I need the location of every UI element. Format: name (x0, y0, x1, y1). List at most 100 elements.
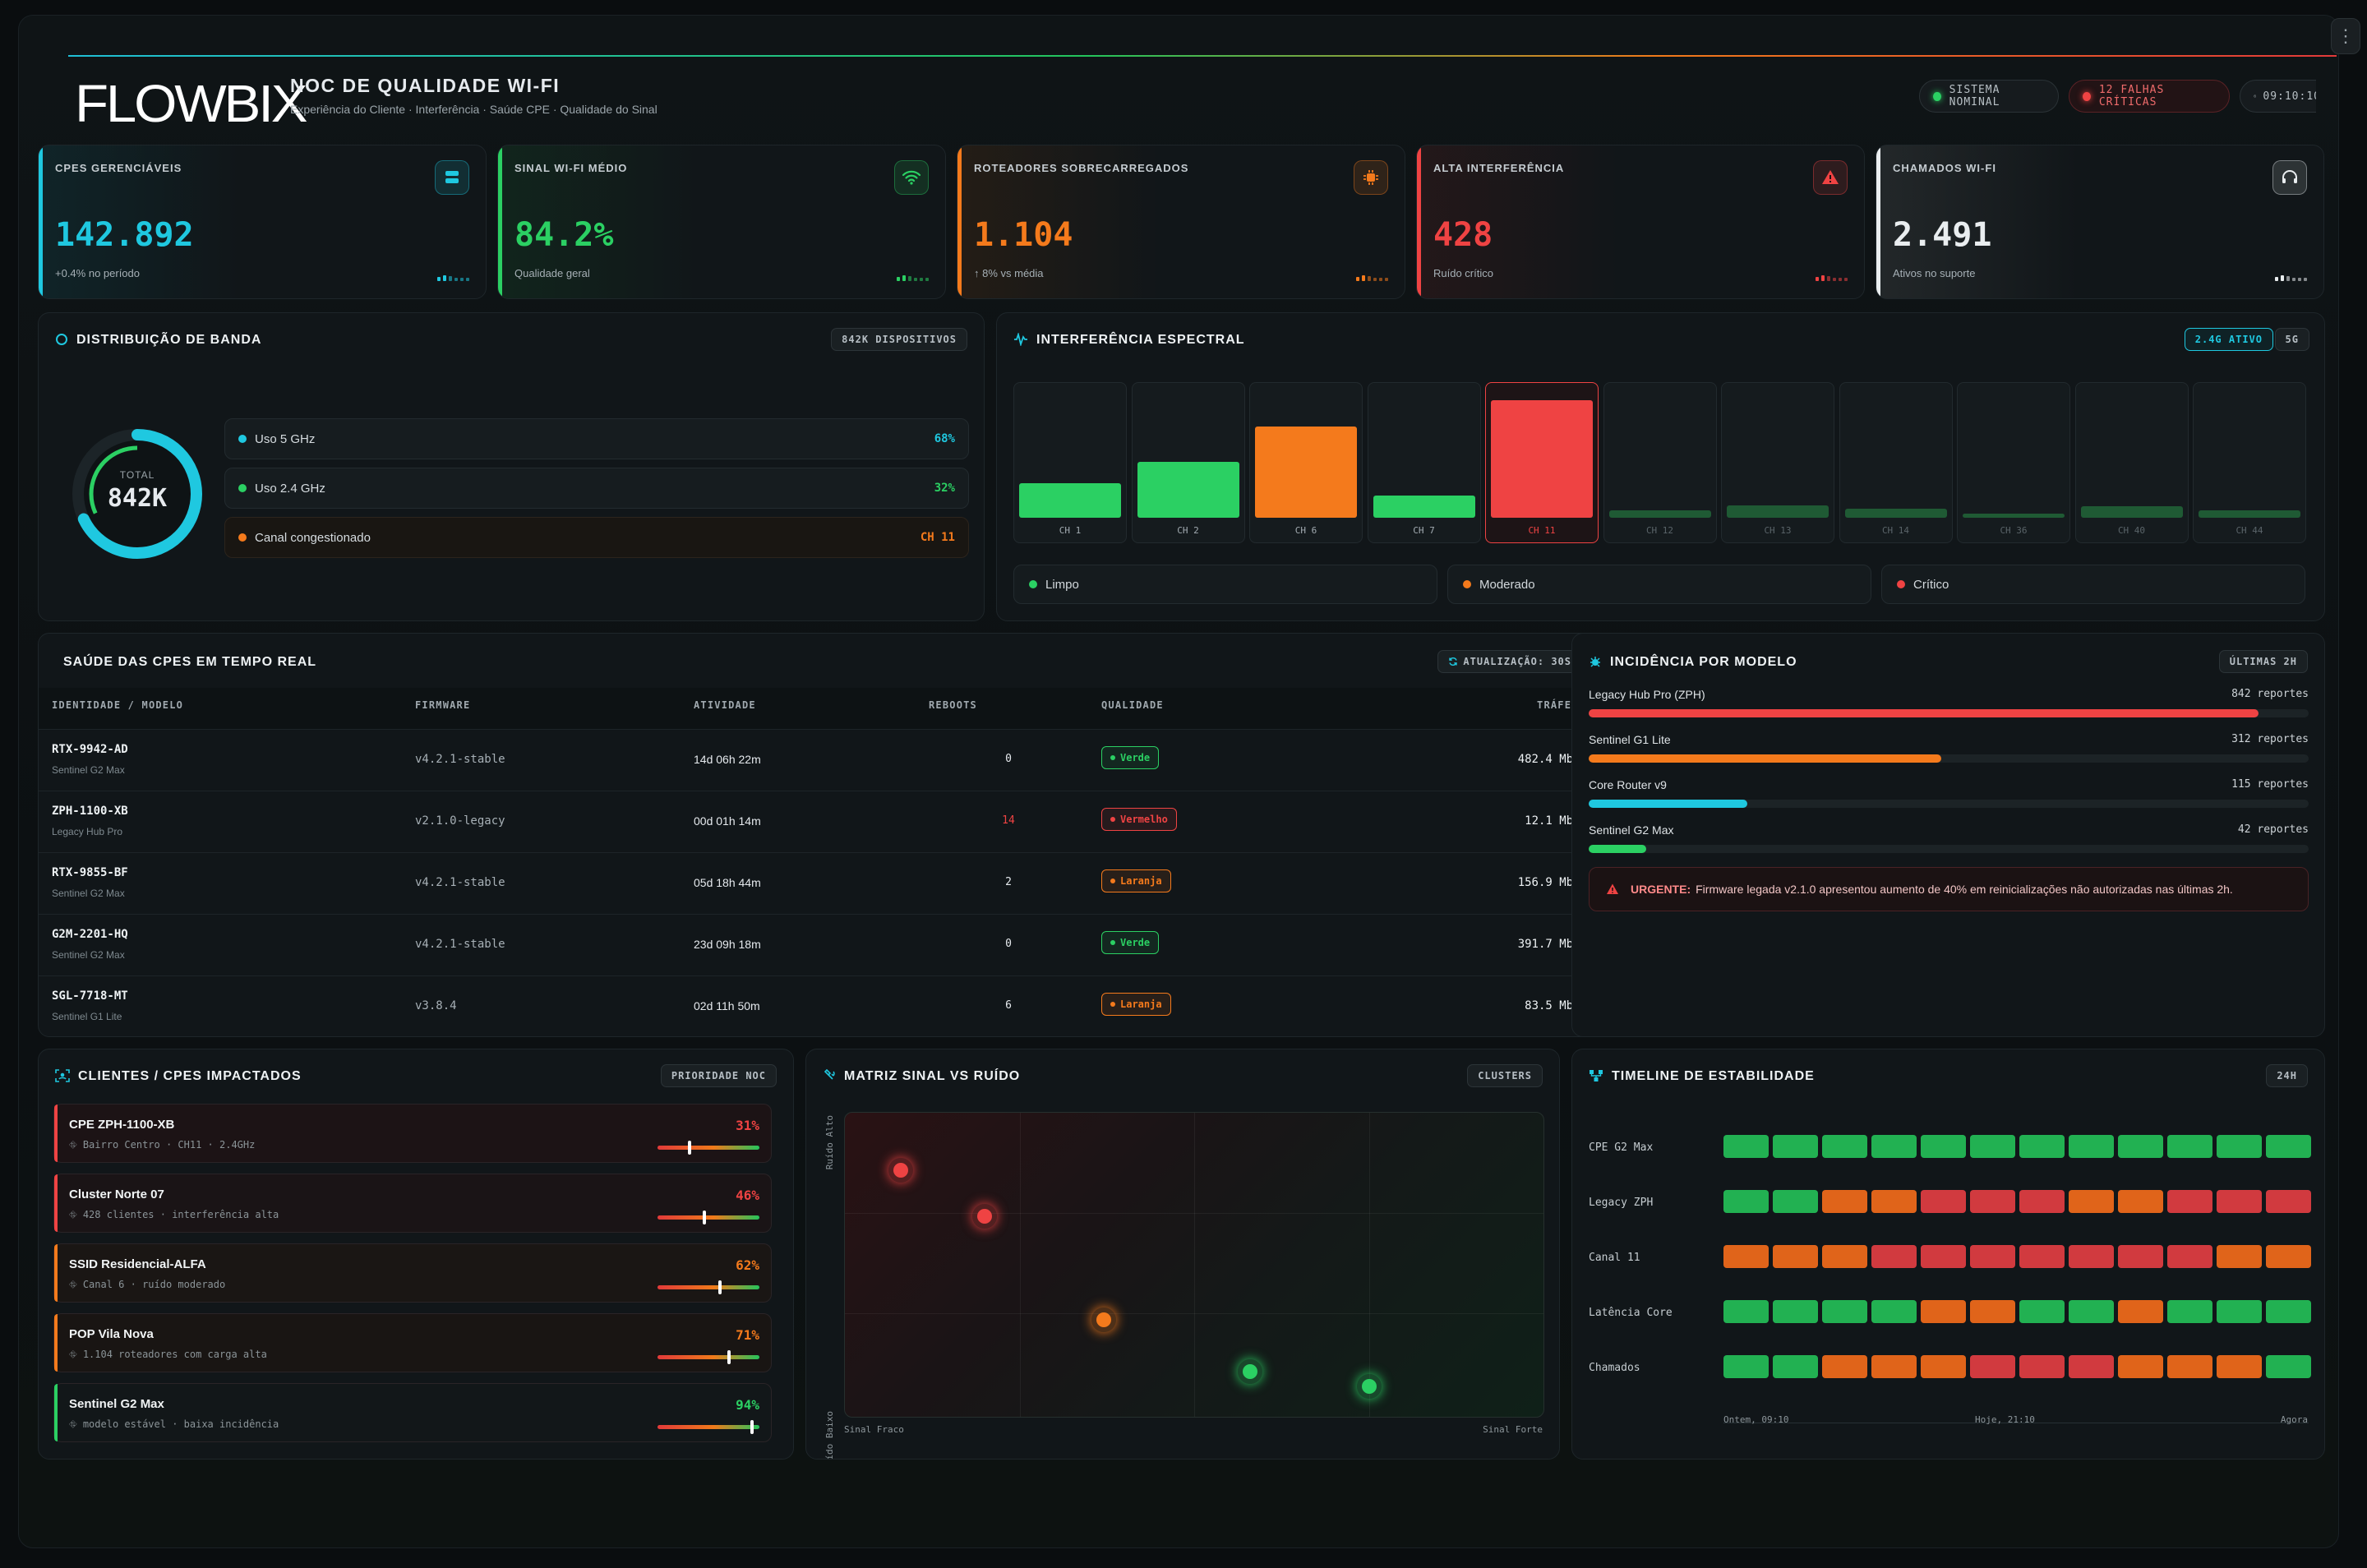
model-row[interactable]: Sentinel G2 Max 42 reportes (1589, 823, 2309, 856)
model-row[interactable]: Core Router v9 115 reportes (1589, 778, 2309, 811)
timeline-cell[interactable] (2069, 1245, 2114, 1268)
kpi-card-3[interactable]: ROTEADORES SOBRECARREGADOS 1.104 ↑ 8% vs m… (957, 145, 1405, 299)
timeline-cell[interactable] (1822, 1245, 1867, 1268)
timeline-cell[interactable] (2266, 1245, 2311, 1268)
timeline-cell[interactable] (1921, 1245, 1966, 1268)
timeline-cell[interactable] (1970, 1300, 2015, 1323)
timeline-cell[interactable] (1970, 1355, 2015, 1378)
impacted-item[interactable]: POP Vila Nova ⛗ 1.104 roteadores com carg… (53, 1313, 772, 1372)
refresh-badge[interactable]: ATUALIZAÇÃO: 30S (1437, 650, 1582, 673)
timeline-cell[interactable] (2167, 1190, 2212, 1213)
timeline-cell[interactable] (2069, 1355, 2114, 1378)
quality-badge[interactable]: Laranja (1101, 993, 1171, 1016)
channel-column[interactable]: CH 11 (1485, 382, 1599, 543)
timeline-cell[interactable] (1921, 1355, 1966, 1378)
timeline-cell[interactable] (2217, 1355, 2262, 1378)
timeline-cell[interactable] (1970, 1135, 2015, 1158)
channel-column[interactable]: CH 7 (1367, 382, 1481, 543)
band-row-3[interactable]: Canal congestionado CH 11 (224, 517, 969, 558)
timeline-cell[interactable] (2167, 1355, 2212, 1378)
timeline-cell[interactable] (1970, 1245, 2015, 1268)
cluster-point[interactable] (1238, 1358, 1262, 1384)
menu-button[interactable]: ⋮ (2331, 18, 2360, 54)
table-row[interactable]: RTX-9855-BF Sentinel G2 Max v4.2.1-stable 0… (39, 852, 1599, 914)
timeline-cell[interactable] (1871, 1355, 1917, 1378)
impacted-item[interactable]: Sentinel G2 Max ⛗ modelo estável · baixa … (53, 1383, 772, 1442)
timeline-cell[interactable] (1773, 1190, 1818, 1213)
timeline-cell[interactable] (2217, 1135, 2262, 1158)
kpi-card-4[interactable]: ALTA INTERFERÊNCIA 428 Ruído crítico (1416, 145, 1865, 299)
table-row[interactable]: SGL-7718-MT Sentinel G1 Lite v3.8.4 02d 11h… (39, 975, 1599, 1036)
timeline-cell[interactable] (1723, 1135, 1769, 1158)
timeline-cell[interactable] (2069, 1190, 2114, 1213)
cluster-point[interactable] (1091, 1307, 1116, 1332)
timeline-cell[interactable] (2118, 1355, 2163, 1378)
timeline-cell[interactable] (2266, 1355, 2311, 1378)
clusters-badge[interactable]: CLUSTERS (1467, 1064, 1543, 1087)
timeline-cell[interactable] (2167, 1135, 2212, 1158)
table-row[interactable]: ZPH-1100-XB Legacy Hub Pro v2.1.0-legacy 00… (39, 791, 1599, 852)
model-row[interactable]: Legacy Hub Pro (ZPH) 842 reportes (1589, 688, 2309, 721)
channel-column[interactable]: CH 14 (1839, 382, 1953, 543)
timeline-cell[interactable] (2118, 1135, 2163, 1158)
timeline-cell[interactable] (1773, 1245, 1818, 1268)
timeline-cell[interactable] (2069, 1135, 2114, 1158)
timeline-cell[interactable] (2019, 1245, 2065, 1268)
band-row-2[interactable]: Uso 2.4 GHz 32% (224, 468, 969, 509)
impacted-item[interactable]: Cluster Norte 07 ⛗ 428 clientes · interfe… (53, 1174, 772, 1233)
timeline-cell[interactable] (2266, 1300, 2311, 1323)
timeline-cell[interactable] (1773, 1135, 1818, 1158)
table-row[interactable]: G2M-2201-HQ Sentinel G2 Max v4.2.1-stable 2… (39, 914, 1599, 975)
quality-badge[interactable]: Vermelho (1101, 808, 1177, 831)
timeline-cell[interactable] (1723, 1190, 1769, 1213)
timeline-cell[interactable] (2118, 1300, 2163, 1323)
timeline-cell[interactable] (1822, 1300, 1867, 1323)
timeline-cell[interactable] (2266, 1190, 2311, 1213)
timeline-cell[interactable] (1773, 1355, 1818, 1378)
table-row[interactable]: RTX-9942-AD Sentinel G2 Max v4.2.1-stable 1… (39, 729, 1599, 791)
kpi-card-1[interactable]: CPES GERENCIÁVEIS 142.892 +0.4% no período (38, 145, 487, 299)
quality-badge[interactable]: Verde (1101, 746, 1160, 769)
timeline-cell[interactable] (2217, 1300, 2262, 1323)
timeline-cell[interactable] (1822, 1355, 1867, 1378)
timeline-cell[interactable] (2019, 1300, 2065, 1323)
channel-column[interactable]: CH 6 (1249, 382, 1363, 543)
timeline-cell[interactable] (1871, 1245, 1917, 1268)
cluster-point[interactable] (972, 1203, 997, 1229)
critical-failures-badge[interactable]: 12 FALHAS CRÍTICAS (2069, 80, 2230, 113)
timeline-cell[interactable] (1723, 1355, 1769, 1378)
timeline-cell[interactable] (1921, 1190, 1966, 1213)
timeline-cell[interactable] (1871, 1190, 1917, 1213)
channel-column[interactable]: CH 12 (1603, 382, 1717, 543)
band-row-1[interactable]: Uso 5 GHz 68% (224, 418, 969, 459)
timeline-cell[interactable] (1723, 1245, 1769, 1268)
timeline-cell[interactable] (1970, 1190, 2015, 1213)
cluster-point[interactable] (888, 1158, 913, 1183)
timeline-cell[interactable] (2266, 1135, 2311, 1158)
quality-badge[interactable]: Laranja (1101, 869, 1171, 892)
band-24g-toggle[interactable]: 2.4G ATIVO (2184, 328, 2273, 351)
timeline-cell[interactable] (1822, 1190, 1867, 1213)
timeline-cell[interactable] (1723, 1300, 1769, 1323)
timeline-cell[interactable] (2019, 1355, 2065, 1378)
kpi-card-2[interactable]: SINAL WI-FI MÉDIO 84.2% Qualidade geral (497, 145, 946, 299)
timeline-range-badge[interactable]: 24H (2266, 1064, 2308, 1087)
channel-column[interactable]: CH 1 (1013, 382, 1127, 543)
timeline-cell[interactable] (2118, 1245, 2163, 1268)
timeline-cell[interactable] (2167, 1245, 2212, 1268)
timeline-cell[interactable] (2167, 1300, 2212, 1323)
channel-column[interactable]: CH 2 (1131, 382, 1245, 543)
impacted-item[interactable]: CPE ZPH-1100-XB ⛗ Bairro Centro · CH11 · … (53, 1104, 772, 1163)
timeline-cell[interactable] (1871, 1135, 1917, 1158)
channel-column[interactable]: CH 40 (2074, 382, 2189, 543)
impacted-item[interactable]: SSID Residencial-ALFA ⛗ Canal 6 · ruído m… (53, 1243, 772, 1303)
cluster-point[interactable] (1356, 1374, 1382, 1399)
timeline-cell[interactable] (2069, 1300, 2114, 1323)
timeline-cell[interactable] (2019, 1190, 2065, 1213)
timeline-cell[interactable] (2019, 1135, 2065, 1158)
timeline-cell[interactable] (2118, 1190, 2163, 1213)
model-row[interactable]: Sentinel G1 Lite 312 reportes (1589, 733, 2309, 766)
timeline-cell[interactable] (1773, 1300, 1818, 1323)
channel-column[interactable]: CH 44 (2193, 382, 2306, 543)
timeline-cell[interactable] (1921, 1135, 1966, 1158)
